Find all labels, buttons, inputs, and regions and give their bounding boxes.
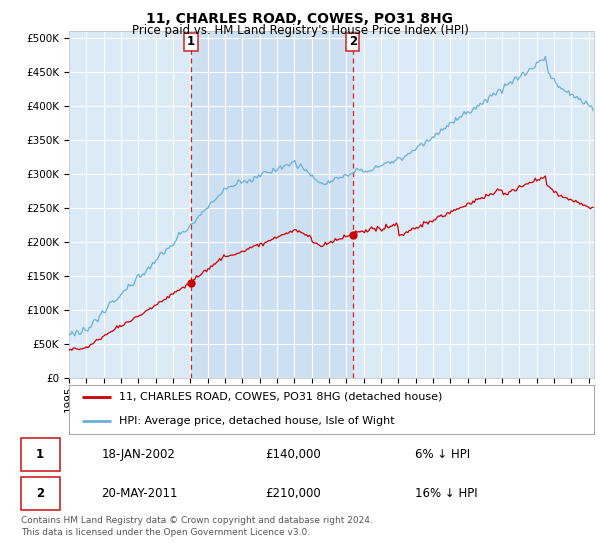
Text: £140,000: £140,000	[265, 448, 321, 461]
Text: 20-MAY-2011: 20-MAY-2011	[101, 487, 178, 500]
Text: 2: 2	[349, 35, 357, 48]
Bar	[191, 31, 353, 378]
FancyBboxPatch shape	[20, 477, 60, 510]
Text: £210,000: £210,000	[265, 487, 321, 500]
Text: Price paid vs. HM Land Registry's House Price Index (HPI): Price paid vs. HM Land Registry's House …	[131, 24, 469, 37]
Text: 2: 2	[36, 487, 44, 500]
Text: 6% ↓ HPI: 6% ↓ HPI	[415, 448, 470, 461]
Text: 11, CHARLES ROAD, COWES, PO31 8HG: 11, CHARLES ROAD, COWES, PO31 8HG	[146, 12, 454, 26]
Text: Contains HM Land Registry data © Crown copyright and database right 2024.
This d: Contains HM Land Registry data © Crown c…	[21, 516, 373, 537]
FancyBboxPatch shape	[20, 438, 60, 472]
Text: 18-JAN-2002: 18-JAN-2002	[101, 448, 175, 461]
Text: 1: 1	[187, 35, 195, 48]
Text: 11, CHARLES ROAD, COWES, PO31 8HG (detached house): 11, CHARLES ROAD, COWES, PO31 8HG (detac…	[119, 391, 442, 402]
Text: 1: 1	[36, 448, 44, 461]
Text: HPI: Average price, detached house, Isle of Wight: HPI: Average price, detached house, Isle…	[119, 416, 395, 426]
Text: 16% ↓ HPI: 16% ↓ HPI	[415, 487, 478, 500]
